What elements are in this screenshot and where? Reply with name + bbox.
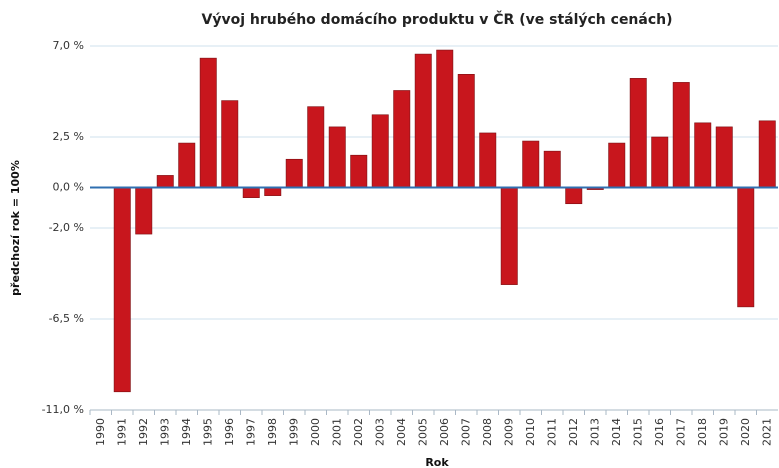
bar bbox=[651, 136, 669, 188]
bar bbox=[178, 142, 196, 188]
bar bbox=[672, 82, 690, 188]
x-tick-label: 2011 bbox=[545, 418, 558, 446]
bar bbox=[328, 126, 346, 188]
bar bbox=[307, 106, 325, 188]
x-axis-title: Rok bbox=[425, 456, 449, 468]
x-tick-label: 2012 bbox=[567, 418, 580, 446]
x-tick-label: 2005 bbox=[416, 418, 429, 446]
x-tick-label: 1994 bbox=[180, 418, 193, 446]
bar bbox=[221, 100, 239, 188]
x-tick-label: 2006 bbox=[438, 418, 451, 446]
bar bbox=[371, 114, 389, 188]
x-tick-label: 1995 bbox=[201, 418, 214, 446]
x-tick-label: 2017 bbox=[674, 418, 687, 446]
bar bbox=[543, 150, 561, 188]
y-tick-label: -11,0 % bbox=[42, 403, 84, 416]
x-tick-label: 2001 bbox=[330, 418, 343, 446]
bar bbox=[264, 187, 282, 196]
y-axis-title: předchozí rok = 100% bbox=[9, 160, 22, 296]
bar bbox=[629, 78, 647, 188]
x-tick-label: 1996 bbox=[223, 418, 236, 446]
y-tick-label: 7,0 % bbox=[53, 39, 84, 52]
bar bbox=[135, 187, 153, 235]
x-tick-label: 2016 bbox=[653, 418, 666, 446]
bar bbox=[694, 122, 712, 188]
y-tick-label: -6,5 % bbox=[49, 312, 84, 325]
x-tick-label: 2014 bbox=[610, 418, 623, 446]
bar bbox=[565, 187, 583, 205]
bar bbox=[522, 140, 540, 188]
x-tick-label: 2003 bbox=[373, 418, 386, 446]
y-tick-label: 2,5 % bbox=[53, 130, 84, 143]
x-tick-label: 2002 bbox=[352, 418, 365, 446]
x-tick-label: 2015 bbox=[631, 418, 644, 446]
x-tick-label: 1999 bbox=[287, 418, 300, 446]
bar bbox=[285, 158, 303, 188]
x-tick-label: 1998 bbox=[266, 418, 279, 446]
bar bbox=[608, 142, 626, 188]
x-tick-label: 1997 bbox=[244, 418, 257, 446]
x-tick-label: 2020 bbox=[739, 418, 752, 446]
x-tick-label: 2021 bbox=[760, 418, 773, 446]
bar bbox=[479, 132, 497, 188]
x-tick-label: 1991 bbox=[115, 418, 128, 446]
bar bbox=[457, 74, 475, 188]
x-tick-label: 1992 bbox=[137, 418, 150, 446]
x-tick-label: 1990 bbox=[94, 418, 107, 446]
bar bbox=[242, 187, 260, 198]
y-tick-label: -2,0 % bbox=[49, 221, 84, 234]
x-tick-label: 2019 bbox=[717, 418, 730, 446]
y-tick-label: 0,0 % bbox=[53, 181, 84, 194]
x-tick-label: 2010 bbox=[524, 418, 537, 446]
x-tick-label: 2007 bbox=[459, 418, 472, 446]
bar bbox=[715, 126, 733, 188]
bar bbox=[500, 187, 518, 285]
x-tick-label: 2000 bbox=[309, 418, 322, 446]
bar bbox=[350, 154, 368, 188]
bar bbox=[436, 49, 454, 188]
x-tick-label: 2004 bbox=[395, 418, 408, 446]
bar bbox=[414, 53, 432, 188]
x-tick-label: 2009 bbox=[502, 418, 515, 446]
bar bbox=[113, 187, 131, 393]
x-tick-label: 2008 bbox=[481, 418, 494, 446]
bar bbox=[758, 120, 776, 188]
x-tick-label: 2013 bbox=[588, 418, 601, 446]
chart-title: Vývoj hrubého domácího produktu v ČR (ve… bbox=[201, 10, 672, 28]
x-tick-label: 1993 bbox=[158, 418, 171, 446]
bar bbox=[199, 57, 217, 188]
x-tick-label: 2018 bbox=[696, 418, 709, 446]
bar bbox=[737, 187, 755, 308]
bar bbox=[156, 175, 174, 188]
bar bbox=[393, 90, 411, 188]
